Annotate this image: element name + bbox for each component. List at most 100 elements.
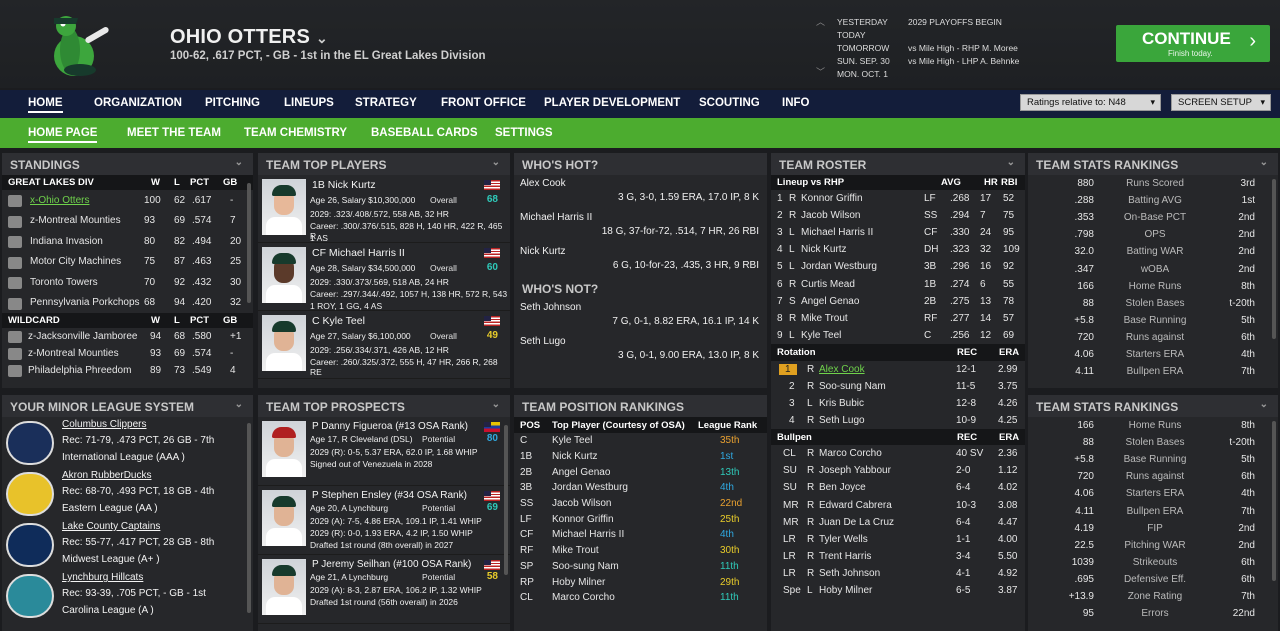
standings-row[interactable]: Motor City Machines 75 87 .463 25 [2,252,253,273]
screen-setup-select[interactable]: SCREEN SETUP ▾ [1171,94,1271,111]
stat-row[interactable]: 720 Runs against 6th [1028,468,1278,485]
position-row[interactable]: 3B Jordan Westburg 4th [514,480,767,496]
bullpen-row[interactable]: MR R Edward Cabrera 10-3 3.08 [771,497,1025,514]
hot-player-name[interactable]: Alex Cook [520,178,566,189]
stat-row[interactable]: .353 On-Base PCT 2nd [1028,209,1278,226]
stat-row[interactable]: +13.9 Zone Rating 7th [1028,588,1278,605]
player-card[interactable]: CF Michael Harris II Age 28, Salary $34,5… [258,243,510,311]
nav-lineups[interactable]: LINEUPS [284,97,334,109]
team-name-dropdown[interactable]: OHIO OTTERS ⌄ [170,26,328,49]
stat-row[interactable]: 880 Runs Scored 3rd [1028,175,1278,192]
standings-row[interactable]: Toronto Towers 70 92 .432 30 [2,272,253,293]
standings-row[interactable]: Philadelphia Phreedom 89 73 .549 4 [2,362,253,379]
stat-row[interactable]: +5.8 Base Running 5th [1028,312,1278,329]
prospect-name[interactable]: P Danny Figueroa (#13 OSA Rank) [312,421,469,432]
stat-row[interactable]: 4.11 Bullpen ERA 7th [1028,502,1278,519]
position-row[interactable]: C Kyle Teel 35th [514,433,767,449]
minor-team-logo[interactable] [6,472,54,516]
minor-team-name[interactable]: Lynchburg Hillcats [62,572,144,583]
lineup-row[interactable]: 8 R Mike Trout RF .277 14 57 [771,310,1025,327]
stat-row[interactable]: 88 Stolen Bases t-20th [1028,295,1278,312]
position-row[interactable]: RP Hoby Milner 29th [514,574,767,590]
scrollbar[interactable] [247,183,251,303]
chevron-down-icon[interactable]: ⌄ [234,399,243,410]
stat-row[interactable]: 4.06 Starters ERA 4th [1028,346,1278,363]
stat-row[interactable]: 95 Errors 22nd [1028,605,1278,622]
minor-team-name[interactable]: Akron RubberDucks [62,470,152,481]
position-row[interactable]: CF Michael Harris II 4th [514,527,767,543]
player-card[interactable]: 1B Nick Kurtz Age 26, Salary $10,300,000 O… [258,175,510,243]
team-logo[interactable] [40,12,112,80]
schedule-row[interactable]: SUN. SEP. 30 vs Mile High - LHP A. Behnke [837,55,1020,66]
tab-meet-the-team[interactable]: MEET THE TEAM [127,127,221,139]
nav-strategy[interactable]: STRATEGY [355,97,417,109]
chevron-down-icon[interactable]: ⌄ [1006,157,1015,168]
standings-row[interactable]: Pennsylvania Porkchops 68 94 .420 32 [2,293,253,314]
position-row[interactable]: SS Jacob Wilson 22nd [514,496,767,512]
player-name[interactable]: CF Michael Harris II [312,247,405,259]
nav-info[interactable]: INFO [782,97,810,109]
scrollbar[interactable] [1272,179,1276,339]
lineup-row[interactable]: 5 L Jordan Westburg 3B .296 16 92 [771,258,1025,275]
prospect-name[interactable]: P Jeremy Seilhan (#100 OSA Rank) [312,559,472,570]
stat-row[interactable]: 4.11 Bullpen ERA 7th [1028,363,1278,380]
nav-home[interactable]: HOME [28,97,63,113]
lineup-row[interactable]: 2 R Jacob Wilson SS .294 7 75 [771,207,1025,224]
bullpen-row[interactable]: SU R Ben Joyce 6-4 4.02 [771,479,1025,496]
bullpen-row[interactable]: MR R Juan De La Cruz 6-4 4.47 [771,514,1025,531]
stat-row[interactable]: +5.8 Base Running 5th [1028,451,1278,468]
stat-row[interactable]: 88 Stolen Bases t-20th [1028,434,1278,451]
nav-scouting[interactable]: SCOUTING [699,97,760,109]
position-row[interactable]: 2B Angel Genao 13th [514,464,767,480]
player-name[interactable]: 1B Nick Kurtz [312,179,376,191]
standings-row[interactable]: z-Montreal Mounties 93 69 .574 - [2,345,253,362]
lineup-row[interactable]: 7 S Angel Genao 2B .275 13 78 [771,293,1025,310]
lineup-row[interactable]: 6 R Curtis Mead 1B .274 6 55 [771,275,1025,292]
bullpen-row[interactable]: LR R Tyler Wells 1-1 4.00 [771,531,1025,548]
continue-button[interactable]: CONTINUE Finish today. › [1116,25,1270,62]
lineup-row[interactable]: 1 R Konnor Griffin LF .268 17 52 [771,190,1025,207]
hot-player-name[interactable]: Nick Kurtz [520,246,566,257]
bullpen-row[interactable]: CL R Marco Corcho 40 SV 2.36 [771,445,1025,462]
minor-team[interactable]: Lake County Captains Rec: 55-77, .417 PCT… [2,519,253,570]
tab-baseball-cards[interactable]: BASEBALL CARDS [371,127,478,139]
chevron-down-icon[interactable]: ⌄ [491,157,500,168]
minor-team[interactable]: Akron RubberDucks Rec: 68-70, .493 PCT, 1… [2,468,253,519]
cold-player-name[interactable]: Seth Lugo [520,336,566,347]
chevron-down-icon[interactable]: ⌄ [1259,157,1268,168]
standings-row[interactable]: Indiana Invasion 80 82 .494 20 [2,231,253,252]
hot-player-name[interactable]: Michael Harris II [520,212,593,223]
schedule-up-icon[interactable]: ︿ [816,17,826,27]
standings-row[interactable]: x-Ohio Otters 100 62 .617 - [2,190,253,211]
player-card[interactable]: C Kyle Teel Age 27, Salary $6,100,000 Over… [258,311,510,379]
chevron-down-icon[interactable]: ⌄ [1259,399,1268,410]
stat-row[interactable]: .347 wOBA 2nd [1028,260,1278,277]
lineup-row[interactable]: 4 L Nick Kurtz DH .323 32 109 [771,241,1025,258]
chevron-down-icon[interactable]: ⌄ [234,157,243,168]
minor-team-logo[interactable] [6,574,54,618]
stat-row[interactable]: .798 OPS 2nd [1028,226,1278,243]
rotation-row[interactable]: 2 R Soo-sung Nam 11-5 3.75 [771,378,1025,395]
prospect-card[interactable]: P Stephen Ensley (#34 OSA Rank) Age 20, A… [258,486,510,555]
standings-row[interactable]: z-Jacksonville Jamboree 94 68 .580 +1 [2,328,253,345]
bullpen-row[interactable]: LR R Trent Harris 3-4 5.50 [771,548,1025,565]
stat-row[interactable]: 4.19 FIP 2nd [1028,520,1278,537]
stat-row[interactable]: 22.5 Pitching WAR 2nd [1028,537,1278,554]
stat-row[interactable]: 32.0 Batting WAR 2nd [1028,243,1278,260]
minor-team-logo[interactable] [6,421,54,465]
schedule-down-icon[interactable]: ﹀ [816,67,826,77]
stat-row[interactable]: 720 Runs against 6th [1028,329,1278,346]
scrollbar[interactable] [1272,421,1276,581]
rotation-row[interactable]: 4 R Seth Lugo 10-9 4.25 [771,412,1025,429]
rotation-row[interactable]: 3 L Kris Bubic 12-8 4.26 [771,395,1025,412]
schedule-row[interactable]: MON. OCT. 1 [837,68,889,79]
prospect-card[interactable]: P Jeremy Seilhan (#100 OSA Rank) Age 21, … [258,555,510,624]
stat-row[interactable]: 166 Home Runs 8th [1028,278,1278,295]
bullpen-row[interactable]: Spe L Hoby Milner 6-5 3.87 [771,582,1025,599]
schedule-row[interactable]: TOMORROW vs Mile High - RHP M. Moree [837,42,1018,53]
bullpen-row[interactable]: SU R Joseph Yabbour 2-0 1.12 [771,462,1025,479]
schedule-row[interactable]: YESTERDAY 2029 PLAYOFFS BEGIN [837,16,1002,27]
position-row[interactable]: RF Mike Trout 30th [514,543,767,559]
position-row[interactable]: 1B Nick Kurtz 1st [514,449,767,465]
stat-row[interactable]: 1039 Strikeouts 6th [1028,554,1278,571]
